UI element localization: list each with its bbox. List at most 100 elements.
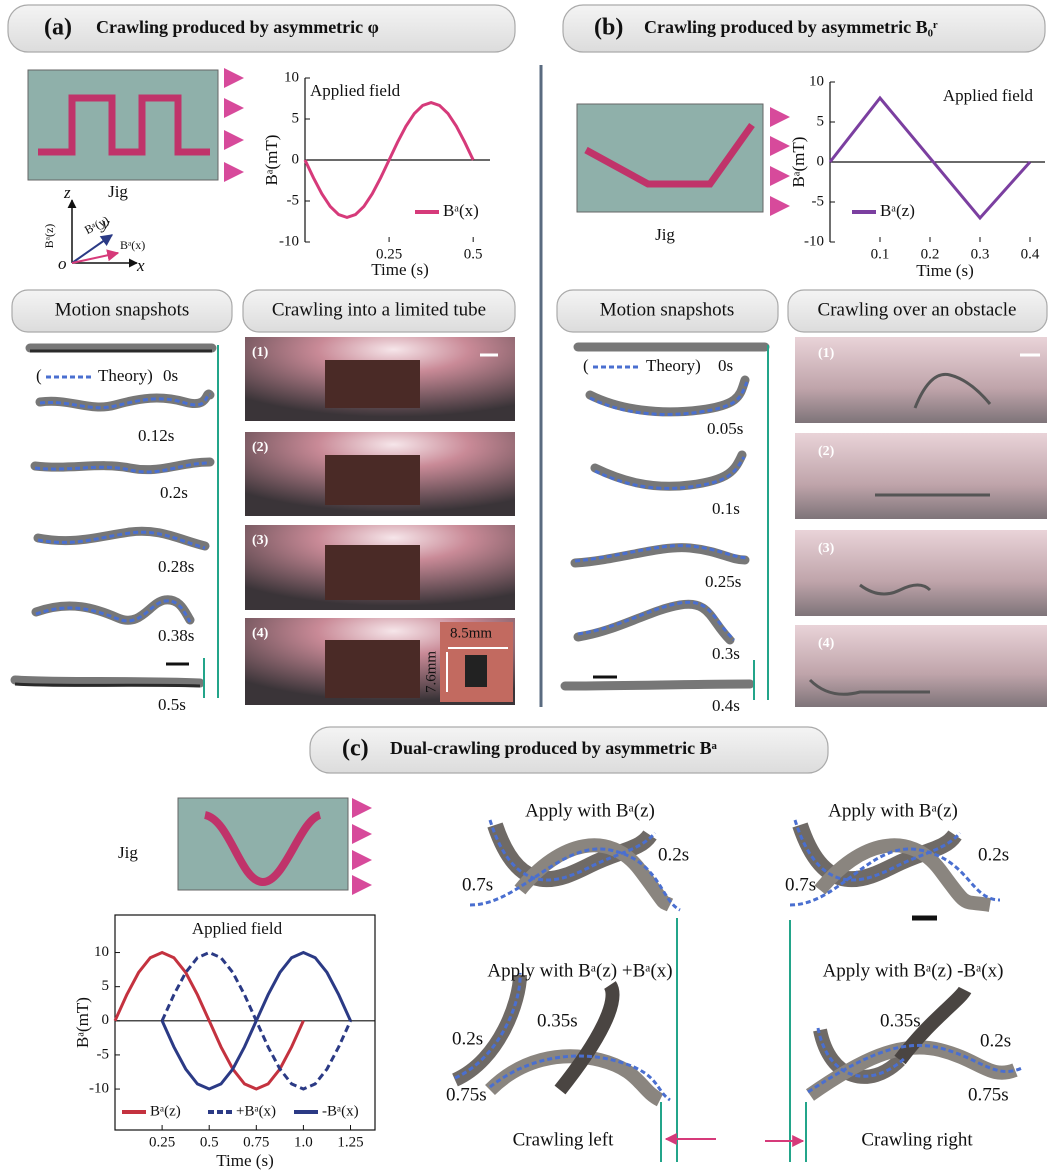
legend-label: Bᵃ(x) bbox=[443, 201, 479, 220]
y-tick-label: 0 bbox=[817, 153, 825, 169]
x-axis-label: Time (s) bbox=[371, 260, 428, 279]
condition-title: Apply with Bᵃ(z) -Bᵃ(x) bbox=[823, 960, 1004, 981]
jig-diagram bbox=[168, 798, 370, 890]
y-tick-label: 0 bbox=[102, 1012, 110, 1028]
jig-label: Jig bbox=[118, 843, 138, 862]
axis-label: o bbox=[58, 254, 67, 273]
y-tick-label: 5 bbox=[292, 110, 300, 126]
condition-title: Apply with Bᵃ(z) +Bᵃ(x) bbox=[487, 960, 672, 981]
time-label: 0.75s bbox=[446, 1084, 487, 1105]
y-tick-label: 10 bbox=[284, 69, 299, 85]
x-tick-label: 0.5 bbox=[464, 246, 483, 262]
frame-label: (4) bbox=[818, 636, 835, 651]
x-tick-label: 0.4 bbox=[1021, 246, 1040, 262]
theory-label: Theory) bbox=[646, 356, 701, 375]
x-axis-label: Time (s) bbox=[216, 1151, 273, 1170]
frame-label: (3) bbox=[818, 541, 835, 556]
condition-title: Apply with Bᵃ(z) bbox=[525, 800, 655, 821]
time-label: 0.2s bbox=[452, 1028, 483, 1049]
y-axis-label: Bᵃ(mT) bbox=[789, 137, 808, 188]
y-tick-label: -10 bbox=[89, 1080, 109, 1096]
time-label: 0.3s bbox=[712, 644, 740, 663]
section-title: Motion snapshots bbox=[55, 299, 190, 320]
y-tick-label: 10 bbox=[809, 73, 824, 89]
frame-label: (2) bbox=[252, 440, 269, 455]
frame-label: (2) bbox=[818, 444, 835, 459]
y-tick-label: 5 bbox=[102, 978, 110, 994]
caption: Crawling right bbox=[861, 1129, 973, 1150]
frame-label: (1) bbox=[818, 346, 835, 361]
chart-title: Applied field bbox=[943, 86, 1034, 105]
time-label: 0.75s bbox=[968, 1084, 1009, 1105]
panel-title: Dual-crawling produced by asymmetric Bᵃ bbox=[390, 738, 718, 758]
section-title: Motion snapshots bbox=[600, 299, 735, 320]
chart-title: Applied field bbox=[192, 919, 283, 938]
time-label: 0.2s bbox=[658, 844, 689, 865]
panel-title: Crawling produced by asymmetric B₀ʳ bbox=[644, 17, 938, 37]
x-tick-label: 1.25 bbox=[337, 1134, 363, 1150]
x-tick-label: 0.1 bbox=[871, 246, 890, 262]
time-label: 0.1s bbox=[712, 499, 740, 518]
section-title: Crawling into a limited tube bbox=[272, 299, 486, 320]
y-tick-label: -5 bbox=[287, 192, 300, 208]
time-label: 0s bbox=[163, 366, 178, 385]
section-title: Crawling over an obstacle bbox=[818, 299, 1017, 320]
frame-label: (3) bbox=[252, 533, 269, 548]
panel-label: (c) bbox=[342, 736, 369, 762]
time-label: 0.28s bbox=[158, 557, 194, 576]
y-axis-label: Bᵃ(mT) bbox=[262, 135, 281, 186]
time-label: 0.12s bbox=[138, 426, 174, 445]
theory-label: ( bbox=[583, 356, 589, 375]
figure: (a) Crawling produced by asymmetric φ Ji… bbox=[0, 0, 1049, 1172]
time-label: 0.7s bbox=[462, 874, 493, 895]
panel-label: (a) bbox=[44, 15, 72, 41]
axis-label: x bbox=[136, 256, 145, 275]
axis-label: z bbox=[63, 183, 71, 202]
photo-frames bbox=[245, 337, 515, 705]
series-line bbox=[830, 98, 1030, 218]
x-tick-label: 0.5 bbox=[200, 1134, 219, 1150]
y-tick-label: 5 bbox=[817, 113, 825, 129]
jig-diagram bbox=[570, 104, 788, 212]
y-tick-label: -10 bbox=[804, 233, 824, 249]
panel-label: (b) bbox=[594, 15, 623, 41]
y-tick-label: -5 bbox=[812, 193, 825, 209]
jig-diagram bbox=[15, 70, 242, 180]
panel-title: Crawling produced by asymmetric φ bbox=[96, 17, 379, 37]
photo-frames bbox=[795, 337, 1047, 707]
time-label: 0s bbox=[718, 356, 733, 375]
theory-label: ( bbox=[36, 366, 42, 385]
caption: Crawling left bbox=[513, 1129, 615, 1150]
legend-label: -Bᵃ(x) bbox=[322, 1103, 359, 1119]
dimension-label: 7.6mm bbox=[423, 651, 439, 693]
y-tick-label: -5 bbox=[97, 1046, 110, 1062]
x-axis-label: Time (s) bbox=[916, 261, 973, 280]
x-tick-label: 0.25 bbox=[149, 1134, 175, 1150]
time-label: 0.35s bbox=[880, 1010, 921, 1031]
legend-label: Bᵃ(z) bbox=[880, 201, 915, 220]
time-label: 0.05s bbox=[707, 419, 743, 438]
dimension-label: 8.5mm bbox=[450, 625, 492, 641]
crawler-images bbox=[455, 820, 1022, 1162]
time-label: 0.7s bbox=[785, 874, 816, 895]
theory-label: Theory) bbox=[98, 366, 153, 385]
frame-label: (1) bbox=[252, 345, 269, 360]
snapshot-strips bbox=[15, 345, 218, 698]
jig-label: Jig bbox=[108, 182, 128, 201]
time-label: 0.2s bbox=[978, 844, 1009, 865]
y-tick-label: -10 bbox=[279, 233, 299, 249]
plot-frame bbox=[115, 915, 375, 1130]
axis-label: Bᵃ(z) bbox=[42, 224, 56, 249]
chart-title: Applied field bbox=[310, 81, 401, 100]
y-axis-label: Bᵃ(mT) bbox=[73, 997, 92, 1048]
time-label: 0.38s bbox=[158, 626, 194, 645]
time-label: 0.4s bbox=[712, 696, 740, 715]
time-label: 0.2s bbox=[160, 483, 188, 502]
legend-label: +Bᵃ(x) bbox=[236, 1103, 276, 1119]
condition-title: Apply with Bᵃ(z) bbox=[828, 800, 958, 821]
time-label: 0.2s bbox=[980, 1030, 1011, 1051]
legend-label: Bᵃ(z) bbox=[150, 1103, 181, 1119]
x-tick-label: 0.75 bbox=[243, 1134, 269, 1150]
frame-label: (4) bbox=[252, 626, 269, 641]
time-label: 0.35s bbox=[537, 1010, 578, 1031]
